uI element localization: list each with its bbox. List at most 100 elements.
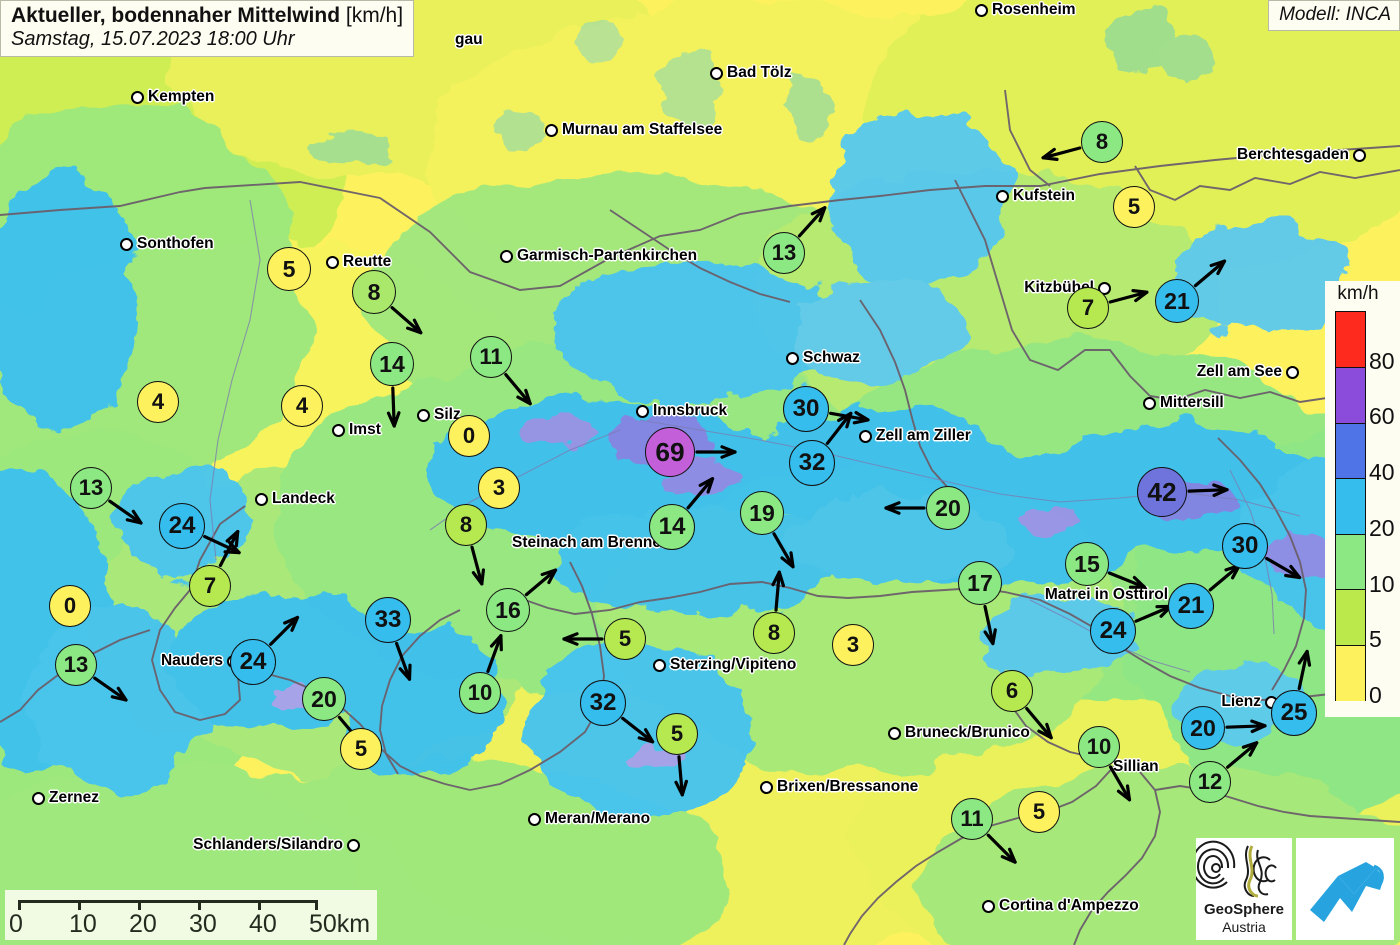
city-label-meran-merano: Meran/Merano bbox=[528, 810, 650, 828]
city-name: Zernez bbox=[49, 789, 99, 806]
city-name: Zell am See bbox=[1196, 363, 1282, 380]
city-name: Berchtesgaden bbox=[1237, 146, 1349, 163]
geosphere-name-line2: Austria bbox=[1222, 919, 1266, 935]
scale-bar-label: 10 bbox=[69, 910, 97, 938]
map-timestamp: Samstag, 15.07.2023 18:00 Uhr bbox=[11, 27, 295, 50]
wind-station-marker[interactable]: 5 bbox=[267, 247, 311, 291]
city-name: Innsbruck bbox=[653, 402, 728, 419]
city-dot-icon bbox=[760, 780, 773, 794]
wind-station-marker[interactable]: 0 bbox=[448, 415, 490, 457]
city-dot-icon bbox=[1286, 365, 1299, 379]
wind-direction-arrow bbox=[735, 386, 889, 540]
wind-station-marker[interactable]: 19 bbox=[740, 491, 784, 535]
wind-station-marker[interactable]: 32 bbox=[580, 680, 626, 726]
wind-station-marker[interactable]: 13 bbox=[55, 644, 97, 686]
wind-direction-arrow bbox=[550, 564, 700, 714]
wind-station-marker[interactable]: 30 bbox=[1222, 523, 1268, 569]
wind-station-marker[interactable]: 12 bbox=[1189, 761, 1231, 803]
wind-station-marker[interactable]: 4 bbox=[137, 381, 179, 423]
wind-station-marker[interactable]: 8 bbox=[445, 504, 487, 546]
wind-station-marker[interactable]: 6 bbox=[991, 670, 1033, 712]
wind-station-marker[interactable]: 24 bbox=[230, 639, 276, 685]
wind-station-marker[interactable]: 5 bbox=[1113, 186, 1155, 228]
city-name: Brixen/Bressanone bbox=[777, 778, 919, 795]
wind-station-marker[interactable]: 30 bbox=[783, 386, 829, 432]
city-name: Reutte bbox=[343, 253, 392, 270]
legend-tick-label: 0 bbox=[1369, 682, 1382, 708]
wind-direction-arrow bbox=[176, 585, 330, 739]
wind-station-marker[interactable]: 4 bbox=[281, 385, 323, 427]
city-dot-icon bbox=[859, 429, 872, 443]
city-name: Silz bbox=[434, 406, 461, 423]
wind-station-marker[interactable]: 14 bbox=[649, 504, 695, 550]
legend-segment bbox=[1336, 422, 1365, 480]
scale-bar: 0 10 20 30 40 50km bbox=[5, 890, 377, 940]
wind-direction-arrow bbox=[1101, 225, 1253, 377]
wind-direction-arrow bbox=[904, 507, 1056, 659]
legend-tick-label: 60 bbox=[1369, 403, 1395, 430]
wind-direction-arrow bbox=[1024, 672, 1174, 822]
wind-station-marker[interactable]: 25 bbox=[1271, 690, 1317, 736]
city-label-innsbruck: Innsbruck bbox=[636, 402, 727, 420]
wind-station-marker[interactable]: 17 bbox=[958, 561, 1002, 605]
wind-station-marker[interactable]: 8 bbox=[352, 270, 396, 314]
wind-direction-arrow bbox=[526, 626, 680, 780]
wind-station-marker[interactable]: 32 bbox=[789, 440, 835, 486]
wind-station-marker[interactable]: 15 bbox=[1065, 542, 1109, 586]
wind-station-marker[interactable]: 10 bbox=[459, 672, 501, 714]
wind-station-marker[interactable]: 5 bbox=[604, 618, 646, 660]
wind-station-marker[interactable]: 24 bbox=[1090, 608, 1136, 654]
city-label-murnau-am-staffelsee: Murnau am Staffelsee bbox=[545, 121, 722, 139]
wind-station-marker[interactable]: 3 bbox=[832, 624, 874, 666]
wind-station-marker[interactable]: 8 bbox=[753, 612, 795, 654]
wind-station-marker[interactable]: 5 bbox=[1018, 791, 1060, 833]
city-label-silz: Silz bbox=[417, 406, 461, 424]
wind-station-marker[interactable]: 24 bbox=[159, 503, 205, 549]
wind-direction-arrow bbox=[602, 659, 752, 809]
wind-station-marker[interactable]: 42 bbox=[1137, 467, 1187, 517]
city-name: Bruneck/Brunico bbox=[905, 724, 1030, 741]
wind-direction-arrow bbox=[316, 288, 468, 440]
wind-station-marker[interactable]: 5 bbox=[340, 728, 382, 770]
wind-station-marker[interactable]: 13 bbox=[70, 467, 112, 509]
wind-station-marker[interactable]: 13 bbox=[763, 232, 805, 274]
legend-segment bbox=[1336, 644, 1365, 701]
city-name: Schlanders/Silandro bbox=[193, 836, 343, 853]
wind-station-marker[interactable]: 3 bbox=[478, 467, 520, 509]
wind-station-marker[interactable]: 11 bbox=[951, 798, 993, 840]
wind-direction-arrow bbox=[1013, 233, 1163, 383]
city-dot-icon bbox=[975, 3, 988, 17]
city-label-berchtesgaden: Berchtesgaden bbox=[1237, 146, 1366, 164]
wind-station-marker[interactable]: 21 bbox=[1155, 279, 1199, 323]
scale-bar-label: 20 bbox=[129, 910, 157, 938]
city-name: Sterzing/Vipiteno bbox=[670, 656, 797, 673]
city-name: Nauders bbox=[160, 652, 223, 669]
wind-station-marker[interactable]: 69 bbox=[645, 427, 695, 477]
wind-station-marker[interactable]: 0 bbox=[49, 585, 91, 627]
wind-station-marker[interactable]: 7 bbox=[1067, 287, 1109, 329]
page-title: Aktueller, bodennaher Mittelwind [km/h] bbox=[11, 4, 403, 28]
city-label-brixen-bressanone: Brixen/Bressanone bbox=[760, 778, 918, 796]
city-label-zernez: Zernez bbox=[32, 789, 99, 807]
wind-station-marker[interactable]: 20 bbox=[926, 486, 970, 530]
wind-station-marker[interactable]: 20 bbox=[1181, 706, 1225, 750]
wind-station-marker[interactable]: 7 bbox=[189, 565, 231, 607]
city-name: Bad Tölz bbox=[727, 64, 792, 81]
title-main-text: Aktueller, bodennaher Mittelwind bbox=[11, 4, 341, 27]
wind-station-marker[interactable]: 14 bbox=[370, 342, 414, 386]
wind-station-marker[interactable]: 20 bbox=[302, 677, 346, 721]
wind-station-marker[interactable]: 11 bbox=[470, 336, 512, 378]
wind-station-marker[interactable]: 8 bbox=[1081, 121, 1123, 163]
legend-segment bbox=[1336, 533, 1365, 591]
wind-station-marker[interactable]: 33 bbox=[365, 597, 411, 643]
wind-direction-arrow bbox=[1135, 707, 1285, 857]
model-label: Modell: INCA bbox=[1268, 0, 1400, 31]
wind-direction-arrow bbox=[699, 558, 849, 708]
scale-bar-label: 0 bbox=[9, 910, 23, 938]
city-dot-icon bbox=[545, 123, 558, 137]
wind-station-marker[interactable]: 21 bbox=[1168, 583, 1214, 629]
scale-bar-rule bbox=[18, 900, 318, 910]
wind-station-marker[interactable]: 16 bbox=[486, 588, 530, 632]
wind-station-marker[interactable]: 10 bbox=[1078, 726, 1120, 768]
wind-station-marker[interactable]: 5 bbox=[656, 713, 698, 755]
